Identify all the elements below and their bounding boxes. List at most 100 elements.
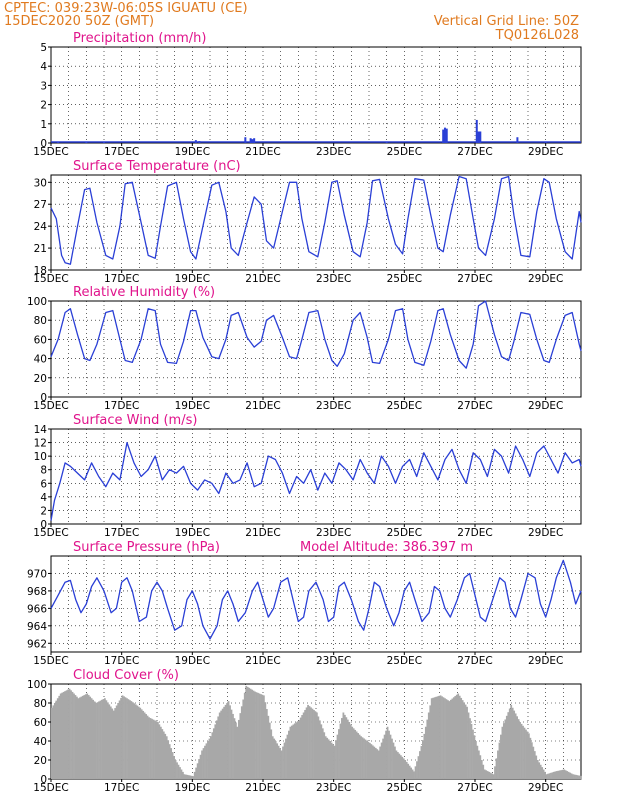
cloud-bar [449,699,452,779]
cloud-bar [70,690,72,779]
cloud-bar [157,722,159,779]
cloud-xtick: 17DEC [104,782,139,794]
cloud-bar [117,703,120,779]
cloud-bar [295,722,298,779]
cloud-bar [573,774,576,779]
cloud-bar [71,691,74,779]
cloud-bar [346,719,349,779]
cloud-bar [341,718,343,779]
precip-bar [244,137,247,143]
cloud-bar [553,771,555,779]
cloud-ytick: 100 [27,679,47,691]
cloud-bar [139,707,142,779]
wind-ytick: 6 [40,478,47,490]
cloud-bar [304,709,306,779]
cloud-bar [218,712,221,779]
cloud-bar [401,756,404,779]
cloud-bar [352,728,355,779]
cloud-bar [199,754,202,779]
humidity-line [50,300,582,369]
cloud-bar [167,740,170,779]
wind-ytick: 10 [34,451,47,463]
cloud-bar [67,689,69,779]
cloud-bar [491,773,493,779]
precip-ytick: 4 [40,61,47,73]
cloud-bar [361,737,364,779]
cloud-bar [112,710,115,779]
cloud-bar [158,724,161,779]
cloud-bar [463,702,465,779]
cloud-bar [146,715,149,779]
cloud-bar [520,723,523,779]
cloud-bar [469,718,471,779]
humidity-xtick: 29DEC [528,400,563,412]
cloud-bar [441,696,443,779]
cloud-bar [530,742,533,779]
cloud-bar [101,699,103,779]
temperature-xtick: 15DEC [33,273,68,285]
cloud-bar [448,701,451,779]
cloud-bar [120,697,122,779]
cloud-bar [458,695,461,779]
cloud-bar [305,707,308,779]
cloud-bar [136,705,139,779]
station-line: CPTEC: 039:23W-06:05S IGUATU (CE) [4,1,248,16]
cloud-bar [435,696,438,779]
cloud-bar [492,774,495,779]
wind-ytick: 8 [40,465,47,477]
temperature-xtick: 25DEC [387,273,422,285]
cloud-bar [516,716,518,779]
cloud-xtick: 23DEC [316,782,351,794]
cloud-bar [467,712,470,779]
pressure-line [50,559,582,640]
cloud-ytick: 20 [34,755,47,767]
cloud-bar [198,759,200,779]
temperature-title: Surface Temperature (nC) [73,159,241,174]
model-code: TQ0126L028 [495,28,579,43]
cloud-title: Cloud Cover (%) [73,668,179,683]
pressure-title: Surface Pressure (hPa) [73,540,220,555]
cloud-bar [165,736,168,779]
cloud-bar [274,741,277,779]
cloud-bar [392,742,395,779]
pressure-ytick: 966 [27,603,47,615]
cloud-bar [504,719,507,779]
cloud-bar [98,701,100,779]
cloud-bar [237,719,240,779]
wind-xtick: 27DEC [457,527,492,539]
wind-xtick: 15DEC [33,527,68,539]
cloud-bar [61,692,64,779]
temperature-xtick: 23DEC [316,273,351,285]
cloud-bar [414,766,417,779]
cloud-bar [260,694,262,779]
cloud-bar [348,722,351,779]
cloud-bar [301,715,304,779]
cloud-bar [444,698,446,779]
cloud-bar [578,775,580,779]
cloud-xtick: 29DEC [528,782,563,794]
cloud-bar [544,771,546,779]
cloud-bar [424,726,427,779]
cloud-bar [541,767,544,779]
cloud-bar [134,704,137,779]
cloud-bar [233,718,236,779]
cloud-bar [321,728,324,779]
cloud-bar [215,720,218,779]
humidity-xtick: 21DEC [245,400,280,412]
cloud-bar [464,704,467,779]
cloud-bar [289,726,292,779]
pressure-xtick: 25DEC [387,655,422,667]
cloud-bar [310,707,312,779]
cloud-bar [235,722,237,779]
cloud-bar [357,733,359,779]
cloud-bar [217,716,220,779]
cloud-bar [563,769,566,779]
cloud-bar [536,760,539,779]
pressure-xtick: 23DEC [316,655,351,667]
humidity-ytick: 0 [40,392,47,404]
precip-bar [251,139,254,143]
cloud-bar [179,767,181,779]
cloud-bar [145,714,147,779]
precip-xtick: 17DEC [104,146,139,158]
